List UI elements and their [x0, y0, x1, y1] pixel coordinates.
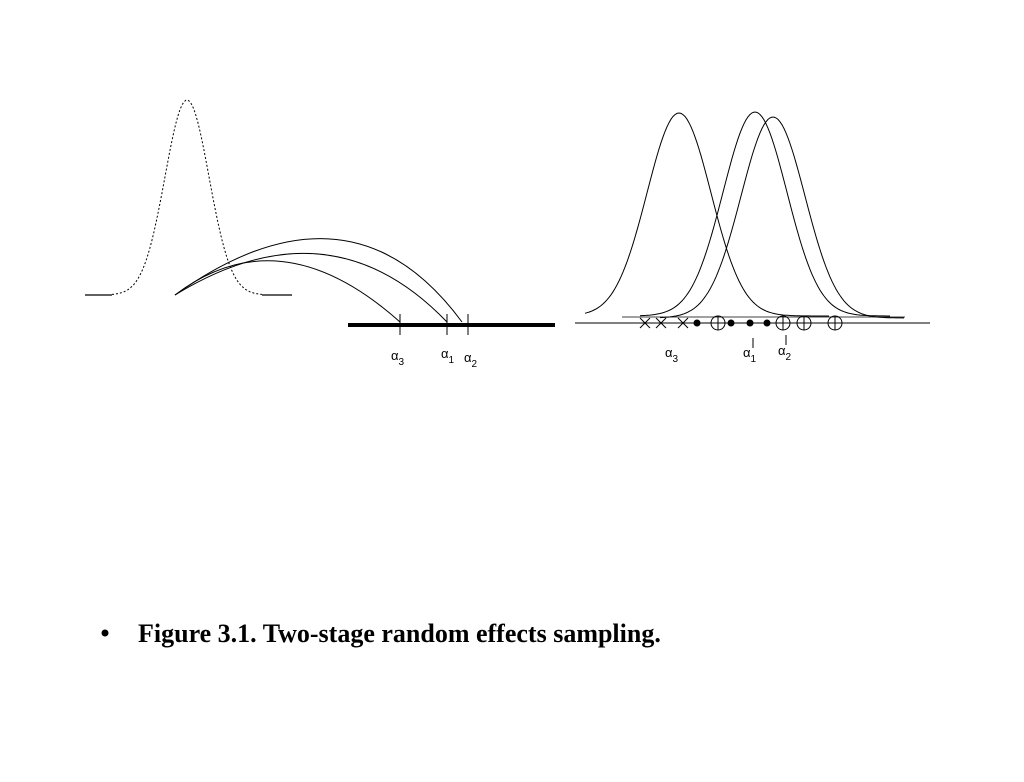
alpha-subscript: 3	[399, 357, 405, 368]
alpha-label: α3	[391, 348, 405, 368]
alpha-label: α2	[778, 343, 792, 363]
plus-marker	[827, 315, 843, 331]
density-curve	[111, 99, 263, 295]
density-curve	[584, 112, 829, 317]
density-curve	[659, 116, 905, 319]
plus-cross	[776, 316, 790, 330]
alpha-letter: α	[665, 345, 673, 360]
arc	[174, 252, 448, 323]
plus-marker	[710, 315, 726, 331]
plus-marker	[775, 315, 791, 331]
bullet	[101, 629, 109, 637]
cross-marker	[677, 317, 689, 329]
alpha-letter: α	[391, 348, 399, 363]
cross-marker	[655, 317, 667, 329]
arc	[174, 238, 463, 323]
plus-cross	[711, 316, 725, 330]
alpha-label: α1	[743, 345, 757, 365]
alpha-letter: α	[441, 346, 449, 361]
alpha-label: α1	[441, 346, 455, 366]
cross-marker	[639, 317, 651, 329]
density-curve	[639, 111, 890, 317]
dot-marker	[746, 319, 754, 327]
plus-cross	[797, 316, 811, 330]
alpha-letter: α	[743, 345, 751, 360]
alpha-subscript: 2	[472, 359, 478, 370]
alpha-subscript: 3	[673, 354, 679, 365]
alpha-letter: α	[778, 343, 786, 358]
alpha-label: α3	[665, 345, 679, 365]
dot-marker	[763, 319, 771, 327]
dot-marker	[727, 319, 735, 327]
dot-marker	[693, 319, 701, 327]
alpha-subscript: 1	[449, 355, 455, 366]
caption: Figure 3.1. Two-stage random effects sam…	[138, 619, 661, 648]
alpha-subscript: 2	[786, 352, 792, 363]
alpha-subscript: 1	[751, 354, 757, 365]
alpha-letter: α	[464, 350, 472, 365]
plus-cross	[828, 316, 842, 330]
arc	[174, 260, 401, 323]
alpha-label: α2	[464, 350, 478, 370]
plus-marker	[796, 315, 812, 331]
